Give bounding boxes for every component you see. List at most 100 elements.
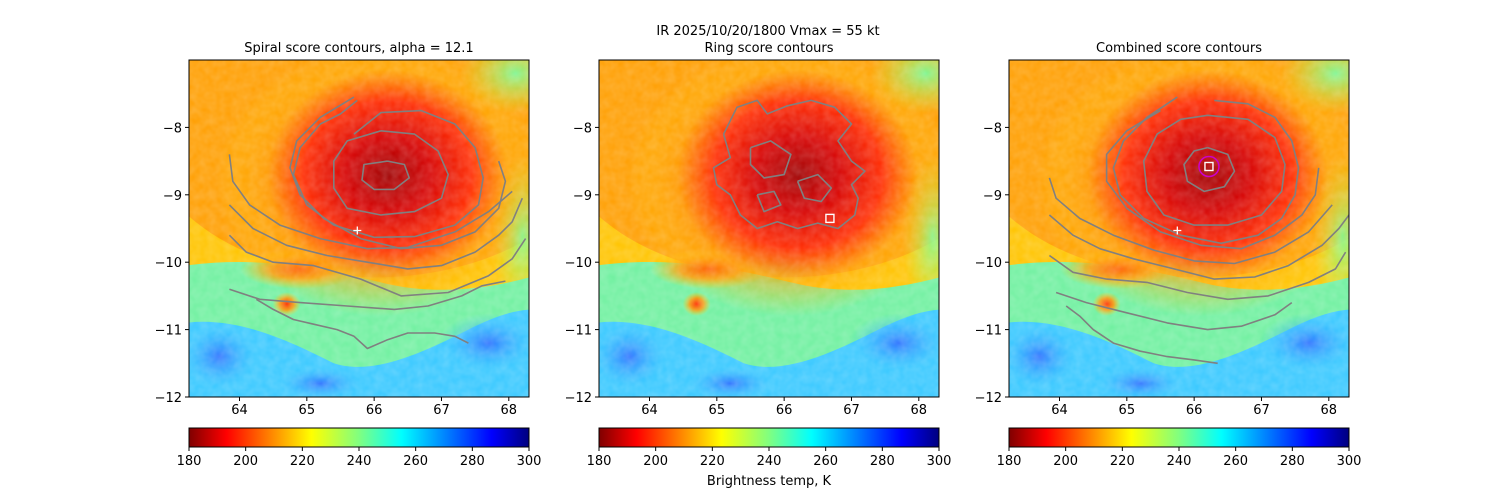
colorbar-tick-label: 200 bbox=[643, 454, 668, 469]
x-tick-label: 64 bbox=[231, 403, 248, 418]
x-tick-label: 67 bbox=[843, 403, 860, 418]
brightness-field bbox=[1009, 60, 1349, 397]
colorbar-gradient bbox=[188, 427, 530, 448]
colorbar: 180 200 220 240 260 280 300 bbox=[587, 427, 952, 469]
colorbar-tick-label: 200 bbox=[233, 454, 258, 469]
colorbar-tick-label: 200 bbox=[1053, 454, 1078, 469]
contour-line bbox=[229, 280, 506, 311]
y-tick-label: −10 bbox=[155, 256, 182, 271]
y-tick-label: −11 bbox=[565, 324, 592, 339]
x-tick-label: 66 bbox=[1186, 403, 1203, 418]
contour-line bbox=[228, 197, 524, 270]
center-plus-marker bbox=[353, 226, 362, 235]
colorbar-tick-label: 300 bbox=[517, 454, 542, 469]
y-tick-label: −8 bbox=[983, 121, 1002, 136]
panel-3: Combined score contours 64 65 66 67 68 −8 −9 −10… bbox=[975, 41, 1362, 469]
x-tick-label: 66 bbox=[776, 403, 793, 418]
contour-line bbox=[289, 96, 507, 250]
y-tick-label: −11 bbox=[155, 324, 182, 339]
colorbar: 180 200 220 240 260 280 300 bbox=[997, 427, 1362, 469]
colorbar-tick-label: 300 bbox=[927, 454, 952, 469]
panel-title: Combined score contours bbox=[1096, 41, 1262, 56]
colorbar-tick-label: 240 bbox=[1167, 454, 1192, 469]
contour-line bbox=[1142, 114, 1286, 226]
y-tick-label: −9 bbox=[983, 189, 1002, 204]
contour-line bbox=[228, 154, 513, 250]
contour-line bbox=[361, 160, 410, 191]
contour-line bbox=[1183, 146, 1236, 193]
contour-line bbox=[1048, 214, 1349, 280]
contour-line bbox=[756, 190, 782, 213]
contour-line bbox=[1055, 291, 1293, 331]
panel-title: Ring score contours bbox=[704, 41, 833, 56]
contour-line bbox=[333, 130, 449, 216]
x-tick-label: 68 bbox=[501, 403, 518, 418]
x-tick-label: 64 bbox=[641, 403, 658, 418]
contour-line bbox=[1048, 177, 1333, 265]
contour-line bbox=[796, 173, 833, 203]
colorbar-tick-label: 280 bbox=[460, 454, 485, 469]
colorbar: 180 200 220 240 260 280 300 bbox=[177, 427, 542, 469]
x-tick-label: 68 bbox=[1321, 403, 1338, 418]
x-tick-label: 65 bbox=[709, 403, 726, 418]
x-tick-label: 67 bbox=[1253, 403, 1270, 418]
contour-line bbox=[712, 99, 866, 230]
colorbar-tick-label: 220 bbox=[290, 454, 315, 469]
figure-suptitle: IR 2025/10/20/1800 Vmax = 55 kt bbox=[656, 24, 879, 39]
contour-line bbox=[1105, 109, 1320, 250]
brightness-field bbox=[599, 60, 939, 397]
contour-line bbox=[1048, 251, 1347, 301]
contour-line bbox=[749, 140, 792, 179]
contour-line bbox=[292, 99, 484, 239]
colorbar-tick-label: 240 bbox=[347, 454, 372, 469]
contour-line bbox=[228, 234, 527, 297]
y-tick-label: −12 bbox=[565, 391, 592, 406]
colorbar-tick-label: 220 bbox=[700, 454, 725, 469]
x-tick-label: 64 bbox=[1051, 403, 1068, 418]
colorbar-tick-label: 280 bbox=[1280, 454, 1305, 469]
colorbar-gradient bbox=[1008, 427, 1350, 448]
score-contours bbox=[228, 96, 527, 350]
y-tick-label: −9 bbox=[163, 189, 182, 204]
x-tick-label: 68 bbox=[911, 403, 928, 418]
y-tick-label: −12 bbox=[975, 391, 1002, 406]
panel-title: Spiral score contours, alpha = 12.1 bbox=[244, 41, 473, 56]
colorbar-tick-label: 220 bbox=[1110, 454, 1135, 469]
y-tick-label: −8 bbox=[573, 121, 592, 136]
x-tick-label: 67 bbox=[433, 403, 450, 418]
y-tick-label: −12 bbox=[155, 391, 182, 406]
colorbar-tick-label: 180 bbox=[587, 454, 612, 469]
center-square-marker bbox=[825, 213, 835, 224]
colorbar-tick-label: 260 bbox=[813, 454, 838, 469]
y-tick-label: −8 bbox=[163, 121, 182, 136]
colorbar-tick-label: 180 bbox=[997, 454, 1022, 469]
colorbar-tick-label: 260 bbox=[1223, 454, 1248, 469]
brightness-field bbox=[189, 60, 529, 397]
x-tick-label: 66 bbox=[366, 403, 383, 418]
colorbar-tick-label: 260 bbox=[403, 454, 428, 469]
center-plus-marker bbox=[1173, 226, 1182, 235]
contour-line bbox=[1065, 305, 1218, 365]
colorbar-tick-label: 180 bbox=[177, 454, 202, 469]
axes-frame bbox=[1008, 59, 1350, 398]
contour-line bbox=[255, 298, 469, 350]
colorbar-label: Brightness temp, K bbox=[707, 474, 832, 489]
center-square-marker bbox=[1204, 161, 1214, 172]
y-tick-label: −9 bbox=[573, 189, 592, 204]
axes-frame bbox=[598, 59, 940, 398]
colorbar-tick-label: 240 bbox=[757, 454, 782, 469]
center-circle-marker bbox=[1198, 155, 1220, 178]
colorbar-tick-label: 280 bbox=[870, 454, 895, 469]
contour-line bbox=[1112, 96, 1300, 245]
panel-2: Ring score contours 64 65 66 67 68 −8 −9 −10 −11 −… bbox=[565, 41, 952, 469]
y-tick-label: −10 bbox=[565, 256, 592, 271]
colorbar-tick-label: 300 bbox=[1337, 454, 1362, 469]
x-tick-label: 65 bbox=[299, 403, 316, 418]
score-contours bbox=[712, 99, 866, 230]
colorbar-gradient bbox=[598, 427, 940, 448]
score-contours bbox=[1048, 96, 1349, 365]
x-tick-label: 65 bbox=[1119, 403, 1136, 418]
y-tick-label: −11 bbox=[975, 324, 1002, 339]
axes-frame bbox=[188, 59, 530, 398]
